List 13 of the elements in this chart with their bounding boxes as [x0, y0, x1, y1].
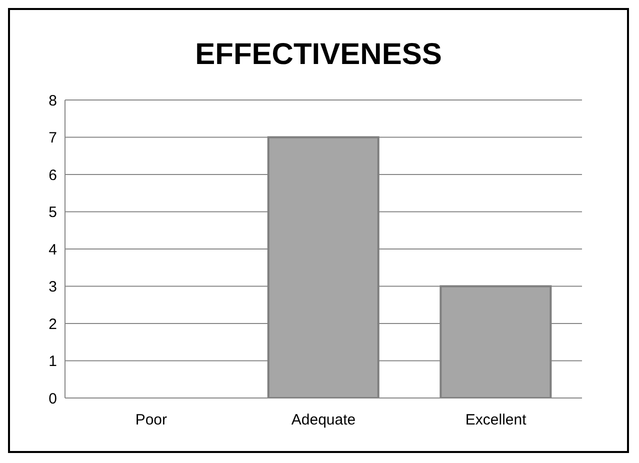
y-tick-label: 1: [48, 353, 57, 370]
x-tick-label: Excellent: [465, 412, 528, 429]
y-tick-label: 7: [48, 130, 57, 147]
y-tick-label: 6: [48, 166, 57, 184]
x-tick-label: Adequate: [291, 412, 356, 429]
y-tick-label: 0: [48, 390, 57, 408]
chart-title: EFFECTIVENESS: [194, 38, 443, 73]
x-tick-label: Poor: [135, 412, 168, 429]
y-tick-label: 2: [48, 316, 57, 333]
y-tick-label: 8: [48, 92, 57, 110]
y-tick-label: 3: [48, 278, 57, 296]
y-tick-label: 4: [48, 241, 57, 258]
y-tick-label: 5: [48, 204, 57, 222]
